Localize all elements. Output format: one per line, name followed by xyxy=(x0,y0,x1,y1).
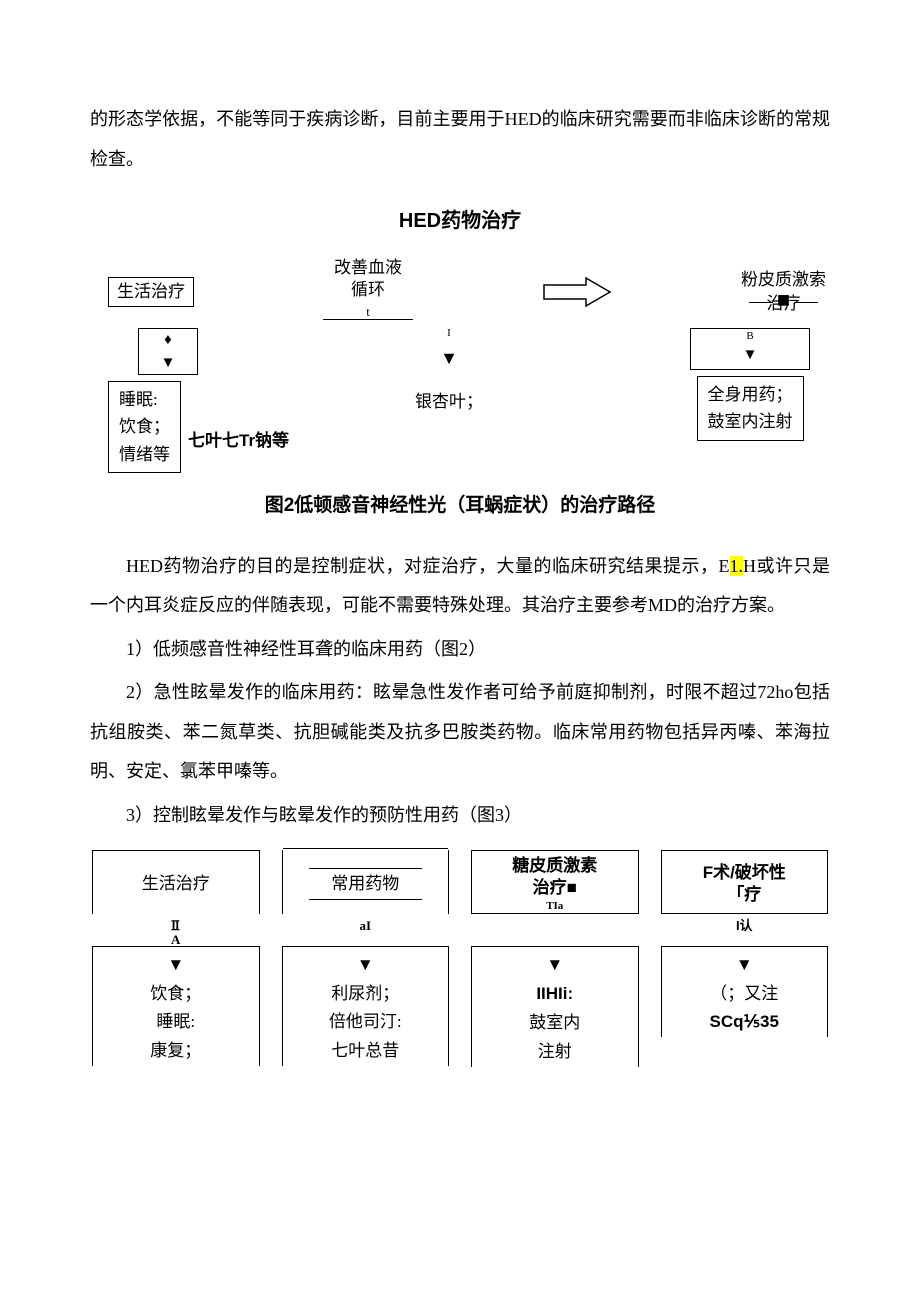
fig3-c3-top-l1: 糖皮质激素 xyxy=(474,855,636,877)
fig3-c1-top: 生活治疗 xyxy=(92,850,260,914)
fig3-c2-top-text: 常用药物 xyxy=(285,873,447,895)
fig3-c3-arrow: ▼ xyxy=(476,951,634,980)
fig3-c4-list: ▼ （；又注 SCq⅕35 xyxy=(661,946,829,1038)
fig2-c1-l1: 睡眠: xyxy=(119,386,170,413)
fig3-col4: F术/破坏性 「疗 I认 ▼ （；又注 SCq⅕35 xyxy=(661,850,829,1067)
fig3-c3-top: 糖皮质激素 治疗■ TIa xyxy=(471,850,639,914)
fig3-c3-sub: TIa xyxy=(474,899,636,913)
fig2-col2-l2: 循环 xyxy=(323,279,413,301)
paragraph-intro: 的形态学依据，不能等同于疾病诊断，目前主要用于HED的临床研究需要而非临床诊断的… xyxy=(90,100,830,179)
list-item-2: 2）急性眩晕发作的临床用药：眩晕急性发作者可给予前庭抑制剂，时限不超过72ho包… xyxy=(90,673,830,792)
fig3-c1-list: ▼ 饮食； 睡眠: 康复； xyxy=(92,946,260,1067)
fig2-col2-underline: t xyxy=(323,301,413,320)
fig3-c3-l2: 鼓室内 xyxy=(476,1009,634,1038)
fig3-c2-l3: 七叶总昔 xyxy=(287,1037,445,1066)
fig3-c1-l2: 睡眠: xyxy=(97,1008,255,1037)
fig3-c1-l3: 康复； xyxy=(97,1037,255,1066)
list-item-1: 1）低频感音性神经性耳聋的临床用药（图2） xyxy=(90,630,830,670)
fig2-c3-list: 全身用药； 鼓室内注射 xyxy=(697,376,804,440)
fig3-c4-mid: I认 xyxy=(736,916,753,942)
fig2-c2-text: 银杏叶； xyxy=(415,389,483,415)
figure-3: 生活治疗 Ⅱ A ▼ 饮食； 睡眠: 康复； 常用药物 aI ▼ 利尿剂； 倍他… xyxy=(90,850,830,1067)
fig3-c1-mid: Ⅱ A xyxy=(171,916,180,942)
fig3-c3-l3: 注射 xyxy=(476,1038,634,1067)
fig3-c1-l1: 饮食； xyxy=(97,980,255,1009)
fig3-c4-l3: SCq⅕35 xyxy=(666,1008,824,1037)
para2-pre: HED药物治疗的目的是控制症状，对症治疗，大量的临床研究结果提示，E xyxy=(126,556,730,576)
fig3-c3-top-l2: 治疗■ xyxy=(474,877,636,899)
fig2-c3-l1: 全身用药； xyxy=(708,381,793,408)
fig2-row1: 生活治疗 改善血液 循环 t 粉皮质激索 ■ 治疗 xyxy=(90,257,830,326)
fig3-c2-arrow: ▼ xyxy=(287,951,445,980)
fig3-col3: 糖皮质激素 治疗■ TIa ▼ IIHIi: 鼓室内 注射 xyxy=(471,850,639,1067)
fig3-col2: 常用药物 aI ▼ 利尿剂； 倍他司汀: 七叶总昔 xyxy=(282,850,450,1067)
fig2-box-life-treatment: 生活治疗 xyxy=(108,277,194,307)
fig3-c4-top: F术/破坏性 「疗 xyxy=(661,850,829,914)
fig3-c4-top-l1: F术/破坏性 xyxy=(664,862,826,884)
fig3-c4-arrow: ▼ xyxy=(666,951,824,980)
fig2-c1-l3: 情绪等 xyxy=(119,441,170,468)
fig3-c2-mid: aI xyxy=(359,916,371,942)
fig3-c4-top-l2: 「疗 xyxy=(664,884,826,906)
fig3-c2-l1: 利尿剂； xyxy=(287,980,445,1009)
fig3-c1-arrow: ▼ xyxy=(97,951,255,980)
fig3-c4-l2: （；又注 xyxy=(666,980,824,1009)
list-item-3: 3）控制眩晕发作与眩晕发作的预防性用药（图3） xyxy=(90,796,830,836)
fig2-c1-marks: ♦ ▼ xyxy=(138,328,198,375)
fig2-caption: 图2低顿感音神经性光（耳蜗症状）的治疗路径 xyxy=(90,485,830,527)
fig2-title: HED药物治疗 xyxy=(90,199,830,243)
fig2-row2: ♦ ▼ 睡眠: 饮食； 情绪等 I ▼ 占位 银杏叶； 占位 七叶七Tr钠等 xyxy=(90,328,830,473)
fig2-col2-sub: t xyxy=(366,304,370,321)
fig2-c3-arrow: ▼ xyxy=(691,342,809,369)
fig2-c2-arrow: ▼ xyxy=(228,339,670,379)
fig2-c1-list: 睡眠: 饮食； 情绪等 xyxy=(108,381,181,473)
fig2-c2-below: 七叶七Tr钠等 xyxy=(188,431,289,450)
fig2-col2: I ▼ 占位 银杏叶； 占位 七叶七Tr钠等 xyxy=(228,328,670,473)
arrow-right-icon xyxy=(542,275,612,309)
para2-highlight: 1. xyxy=(730,556,744,576)
fig3-c3-list: ▼ IIHIi: 鼓室内 注射 xyxy=(471,946,639,1067)
fig3-c2-top: 常用药物 xyxy=(282,850,450,914)
fig3-c2-l2: 倍他司汀: xyxy=(287,1008,445,1037)
fig3-c2-list: ▼ 利尿剂； 倍他司汀: 七叶总昔 xyxy=(282,946,450,1067)
fig2-c3-marks: B ▼ xyxy=(690,328,810,370)
fig3-col1: 生活治疗 Ⅱ A ▼ 饮食； 睡眠: 康复； xyxy=(92,850,260,1067)
figure-2: 生活治疗 改善血液 循环 t 粉皮质激索 ■ 治疗 ♦ ▼ xyxy=(90,257,830,473)
paragraph-2: HED药物治疗的目的是控制症状，对症治疗，大量的临床研究结果提示，E1.H或许只… xyxy=(90,547,830,626)
fig2-c1-l2: 饮食； xyxy=(119,413,170,440)
fig2-c2-mark-top: I xyxy=(228,328,670,339)
fig2-c3-l2: 鼓室内注射 xyxy=(708,408,793,435)
fig2-col2-l1: 改善血液 xyxy=(323,257,413,279)
fig2-c3-mark-top: B xyxy=(691,331,809,342)
fig2-col3-label: 粉皮质激索 ■ 治疗 xyxy=(741,269,826,315)
fig2-col3: B ▼ 全身用药； 鼓室内注射 xyxy=(670,328,830,473)
fig3-c3-l1: IIHIi: xyxy=(476,980,634,1009)
fig2-col2-label: 改善血液 循环 t xyxy=(323,257,413,326)
